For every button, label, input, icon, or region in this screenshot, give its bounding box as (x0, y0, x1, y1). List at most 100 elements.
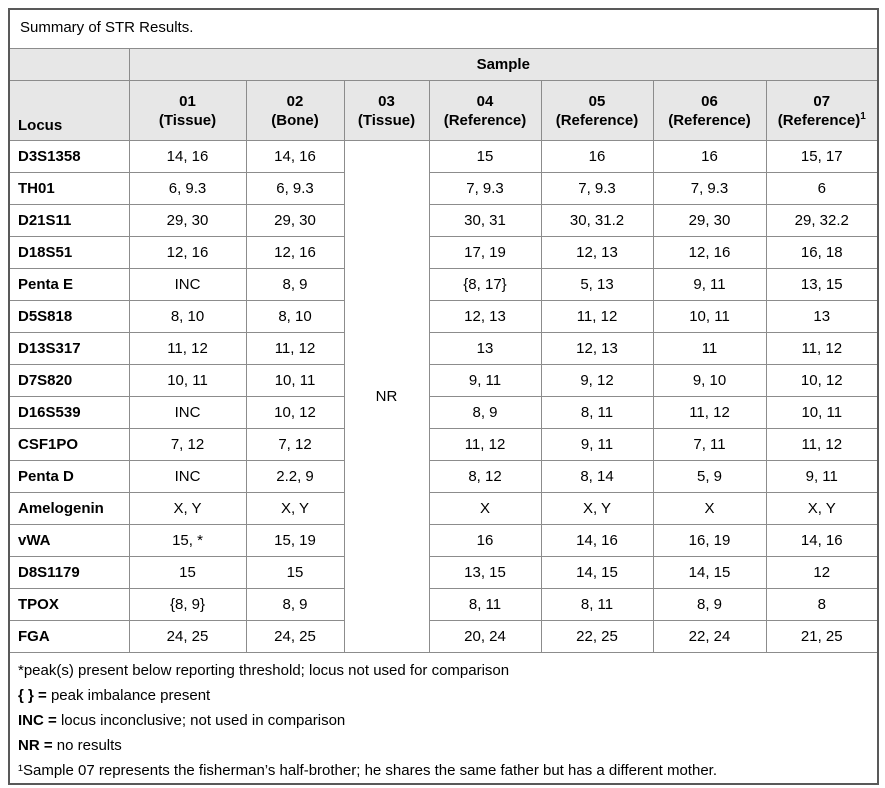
value-cell: {8, 9} (128, 587, 247, 621)
value-cell: 9, 11 (765, 459, 879, 493)
footnote-text: no results (56, 736, 122, 754)
value-cell: 11, 12 (765, 427, 879, 461)
value-cell: 11, 12 (245, 331, 345, 365)
value-cell: 8, 11 (540, 587, 654, 621)
value-cell: 8, 9 (245, 267, 345, 301)
column-header-06: 06 (Reference) (652, 79, 767, 141)
value-cell: 30, 31 (428, 203, 542, 237)
value-cell: {8, 17} (428, 267, 542, 301)
footnote-text: peak imbalance present (50, 686, 211, 704)
title-row: Summary of STR Results. (8, 8, 879, 49)
value-cell: 11, 12 (128, 331, 247, 365)
value-cell: INC (128, 459, 247, 493)
value-cell: 17, 19 (428, 235, 542, 269)
value-cell: 13, 15 (428, 555, 542, 589)
table-row: FGA 24, 25 24, 25 20, 24 22, 25 22, 24 2… (8, 619, 879, 653)
value-cell: 29, 30 (128, 203, 247, 237)
sample-header-row: Sample (8, 47, 879, 81)
value-cell: 10, 12 (765, 363, 879, 397)
value-cell: 10, 11 (245, 363, 345, 397)
table-row: Penta D INC 2.2, 9 8, 12 8, 14 5, 9 9, 1… (8, 459, 879, 493)
value-cell: 29, 30 (245, 203, 345, 237)
value-cell: 7, 11 (652, 427, 767, 461)
footnote-prefix: { } = (18, 686, 51, 704)
value-cell: X, Y (765, 491, 879, 525)
value-cell: 8, 9 (245, 587, 345, 621)
value-cell: 15 (428, 139, 542, 173)
locus-column-header: Locus (8, 79, 130, 141)
value-cell: 24, 25 (128, 619, 247, 653)
footnote-nr: NR = no results (18, 733, 869, 758)
sample-type: (Reference) (668, 112, 751, 129)
footnotes-area: *peak(s) present below reporting thresho… (8, 651, 879, 784)
value-cell: 15 (245, 555, 345, 589)
value-cell: 16 (428, 523, 542, 557)
nr-merged-cell: NR (343, 139, 430, 653)
locus-cell: FGA (8, 619, 130, 653)
footnote-asterisk: *peak(s) present below reporting thresho… (18, 658, 869, 683)
value-cell: 8, 11 (428, 587, 542, 621)
sample-type: (Tissue) (357, 112, 416, 129)
value-cell: 6, 9.3 (128, 171, 247, 205)
locus-cell: D16S539 (8, 395, 130, 429)
footnote-prefix: INC = (18, 711, 61, 729)
value-cell: 14, 16 (540, 523, 654, 557)
value-cell: 8, 10 (245, 299, 345, 333)
value-cell: INC (128, 267, 247, 301)
table-row: TPOX {8, 9} 8, 9 8, 11 8, 11 8, 9 8 (8, 587, 879, 621)
value-cell: 9, 10 (652, 363, 767, 397)
value-cell: 12 (765, 555, 879, 589)
locus-cell: Penta E (8, 267, 130, 301)
sample-group-header: Sample (128, 47, 879, 81)
value-cell: 22, 25 (540, 619, 654, 653)
value-cell: 15, 19 (245, 523, 345, 557)
table-row: Penta E INC 8, 9 {8, 17} 5, 13 9, 11 13,… (8, 267, 879, 301)
value-cell: 29, 32.2 (765, 203, 879, 237)
table-row: D18S51 12, 16 12, 16 17, 19 12, 13 12, 1… (8, 235, 879, 269)
value-cell: 7, 12 (245, 427, 345, 461)
value-cell: 6 (765, 171, 879, 205)
str-results-table: Summary of STR Results. Sample Locus 01 (… (8, 8, 879, 785)
locus-cell: Amelogenin (8, 491, 130, 525)
value-cell: 16 (652, 139, 767, 173)
sample-type: (Bone) (271, 112, 319, 129)
sample-type: (Reference) (443, 112, 527, 129)
value-cell: 6, 9.3 (245, 171, 345, 205)
value-cell: 10, 11 (652, 299, 767, 333)
value-cell: 12, 13 (540, 331, 654, 365)
footnote-text: locus inconclusive; not used in comparis… (60, 711, 346, 729)
table-row: D8S1179 15 15 13, 15 14, 15 14, 15 12 (8, 555, 879, 589)
value-cell: 11, 12 (652, 395, 767, 429)
sample-number: 02 (286, 93, 304, 110)
value-cell: X, Y (245, 491, 345, 525)
column-header-04: 04 (Reference) (428, 79, 542, 141)
column-header-03: 03 (Tissue) (343, 79, 430, 141)
value-cell: 11, 12 (765, 331, 879, 365)
column-header-05: 05 (Reference) (540, 79, 654, 141)
value-cell: 7, 12 (128, 427, 247, 461)
table-row: vWA 15, * 15, 19 16 14, 16 16, 19 14, 16 (8, 523, 879, 557)
value-cell: 22, 24 (652, 619, 767, 653)
value-cell: 15, 17 (765, 139, 879, 173)
sample-number: 03 (378, 93, 395, 110)
value-cell: 11, 12 (540, 299, 654, 333)
value-cell: 12, 13 (540, 235, 654, 269)
value-cell: 14, 15 (652, 555, 767, 589)
value-cell: 5, 13 (540, 267, 654, 301)
value-cell: 7, 9.3 (652, 171, 767, 205)
column-header-02: 02 (Bone) (245, 79, 345, 141)
value-cell: X, Y (128, 491, 247, 525)
column-header-01: 01 (Tissue) (128, 79, 247, 141)
value-cell: 15 (128, 555, 247, 589)
value-cell: 12, 16 (245, 235, 345, 269)
table-row: D16S539 INC 10, 12 8, 9 8, 11 11, 12 10,… (8, 395, 879, 429)
column-header-07: 07 (Reference)1 (765, 79, 879, 141)
locus-column-spacer (8, 47, 130, 81)
locus-cell: D21S11 (8, 203, 130, 237)
footnote-text: peak(s) present below reporting threshol… (23, 661, 510, 679)
footnote-reference-superscript: 1 (860, 111, 866, 122)
table-row: Amelogenin X, Y X, Y X X, Y X X, Y (8, 491, 879, 525)
table-row: D3S1358 14, 16 14, 16 NR 15 16 16 15, 17 (8, 139, 879, 653)
locus-cell: D5S818 (8, 299, 130, 333)
